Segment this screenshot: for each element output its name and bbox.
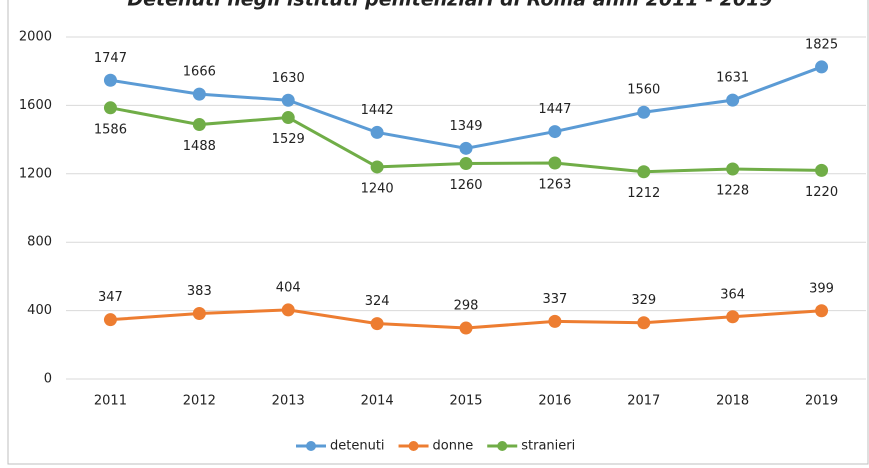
y-tick-label: 400 [27, 303, 52, 318]
data-point [370, 125, 384, 139]
x-tick-label: 2016 [538, 394, 571, 409]
data-label: 298 [454, 299, 479, 314]
data-label: 1442 [361, 103, 394, 118]
legend-label: donne [433, 439, 474, 454]
data-point [548, 156, 562, 170]
data-label: 1488 [183, 139, 216, 154]
data-label: 1349 [449, 119, 482, 134]
data-label: 1529 [272, 132, 305, 147]
data-point [281, 111, 295, 125]
legend-label: detenuti [330, 439, 385, 454]
data-point [726, 310, 740, 324]
data-label: 383 [187, 284, 212, 299]
x-tick-label: 2012 [183, 394, 216, 409]
data-label: 1447 [538, 102, 571, 117]
data-point [459, 321, 473, 335]
data-label: 364 [720, 287, 745, 302]
data-point [637, 165, 651, 179]
data-label: 1228 [716, 184, 749, 199]
data-label: 1630 [272, 71, 305, 86]
data-point [192, 307, 206, 321]
data-point [726, 162, 740, 176]
data-label: 1560 [627, 83, 660, 98]
data-label: 1260 [449, 178, 482, 193]
y-tick-label: 800 [27, 235, 52, 250]
chart-title: Detenuti negli istituti penitenziari di … [127, 0, 772, 11]
data-point [637, 316, 651, 330]
data-label: 337 [542, 292, 567, 307]
y-tick-label: 1600 [19, 98, 52, 113]
data-label: 399 [809, 281, 834, 296]
data-label: 404 [276, 280, 301, 295]
x-tick-label: 2018 [716, 394, 749, 409]
data-point [281, 93, 295, 107]
data-label: 1263 [538, 178, 571, 193]
y-tick-label: 1200 [19, 166, 52, 181]
data-point [103, 73, 117, 87]
data-label: 324 [365, 294, 390, 309]
data-point [192, 87, 206, 101]
data-label: 1240 [361, 181, 394, 196]
y-tick-label: 2000 [19, 30, 52, 45]
data-point [726, 93, 740, 107]
legend-marker [306, 441, 316, 451]
chart-frame [7, 0, 869, 465]
data-point [459, 157, 473, 171]
data-label: 1220 [805, 185, 838, 200]
data-point [370, 317, 384, 331]
data-point [192, 118, 206, 132]
data-label: 1631 [716, 71, 749, 86]
data-label: 347 [98, 290, 123, 305]
x-tick-label: 2015 [449, 394, 482, 409]
data-point [459, 141, 473, 155]
data-point [637, 105, 651, 119]
series-line [110, 65, 823, 150]
data-point [548, 125, 562, 139]
data-point [370, 160, 384, 174]
data-point [103, 101, 117, 115]
data-label: 329 [631, 293, 656, 308]
data-label: 1825 [805, 37, 838, 52]
data-label: 1586 [94, 122, 127, 137]
data-point [815, 163, 829, 177]
data-label: 1747 [94, 51, 127, 66]
legend-marker [497, 441, 508, 451]
x-tick-label: 2011 [94, 394, 127, 409]
x-tick-label: 2019 [805, 394, 838, 409]
data-label: 1666 [183, 65, 216, 80]
x-tick-label: 2017 [627, 394, 660, 409]
y-tick-label: 0 [44, 372, 52, 387]
legend-label: stranieri [521, 439, 575, 454]
x-tick-label: 2013 [272, 394, 305, 409]
data-point [281, 303, 295, 317]
data-point [103, 313, 117, 327]
x-tick-label: 2014 [361, 394, 394, 409]
data-point [548, 314, 562, 328]
data-point [815, 304, 829, 318]
data-point [815, 60, 829, 74]
data-label: 1212 [627, 186, 660, 201]
legend-marker [408, 441, 419, 451]
